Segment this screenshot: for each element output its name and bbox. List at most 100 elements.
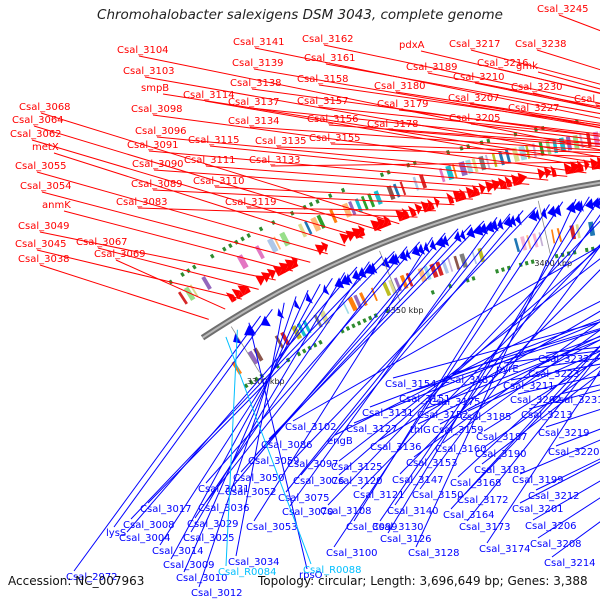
gc-tick bbox=[356, 320, 362, 326]
reverse-leader-line bbox=[285, 213, 511, 493]
forward-gene-arrow bbox=[517, 172, 528, 185]
forward-gene-label: Csal_3067 bbox=[76, 237, 128, 248]
feature-bar bbox=[412, 176, 420, 191]
reverse-gene-label: Csal_3173 bbox=[459, 522, 511, 533]
kbp-tick-line bbox=[537, 200, 551, 254]
forward-gene-arrow bbox=[339, 233, 350, 245]
reverse-gene-label: Csal_3075 bbox=[278, 493, 330, 504]
forward-gene-label: Csal_3230 bbox=[511, 82, 563, 93]
gc-tick bbox=[524, 260, 529, 266]
feature-bar bbox=[388, 279, 397, 294]
forward-gene-label: Csal_3049 bbox=[18, 221, 70, 232]
reverse-gene-arrow bbox=[534, 209, 541, 221]
reverse-gene-arrow bbox=[472, 224, 484, 236]
reverse-leader-line bbox=[240, 228, 459, 473]
feature-bar bbox=[236, 254, 249, 270]
reverse-gene-label: Csal_3076 bbox=[293, 476, 345, 487]
feature-bar bbox=[405, 272, 414, 287]
feature-bar bbox=[435, 261, 444, 276]
forward-gene-label: Csal_3133 bbox=[249, 155, 301, 166]
forward-leader-line bbox=[36, 249, 242, 300]
map-title: Chromohalobacter salexigens DSM 3043, co… bbox=[97, 7, 503, 23]
gc-tick bbox=[430, 289, 435, 295]
genome-backbone-highlight bbox=[201, 181, 600, 339]
forward-gene-label: Csal_3098 bbox=[131, 104, 183, 115]
reverse-gene-arrow bbox=[490, 219, 499, 232]
reverse-leader-line bbox=[369, 319, 600, 408]
reverse-gene-label: Csal_3213 bbox=[521, 410, 573, 421]
reverse-gene-label: Csal_3214 bbox=[544, 558, 596, 569]
gc-tick bbox=[351, 323, 356, 329]
feature-bar bbox=[347, 296, 358, 312]
forward-leader-line bbox=[33, 125, 382, 232]
forward-gene-arrow bbox=[376, 217, 386, 229]
kbp-tick-line bbox=[230, 326, 260, 373]
reverse-leader-line bbox=[392, 321, 600, 379]
reverse-gene-arrow bbox=[515, 213, 522, 226]
reverse-gene-label: Csal_3086 bbox=[261, 440, 313, 451]
reverse-leader-line bbox=[334, 300, 600, 436]
feature-bar bbox=[447, 258, 454, 272]
forward-gene-label: Csal_3178 bbox=[367, 119, 419, 130]
reverse-gene-label: Csal_3128 bbox=[408, 548, 460, 559]
reverse-leader-line bbox=[483, 357, 600, 432]
reverse-gene-label: Csal_3121 bbox=[353, 490, 405, 501]
gc-tick bbox=[192, 264, 197, 270]
feature-bar bbox=[189, 284, 199, 298]
forward-gene-label: Csal_3227 bbox=[508, 103, 560, 114]
forward-leader-line bbox=[97, 247, 259, 290]
gc-tick bbox=[495, 268, 500, 274]
forward-gene-arrow bbox=[501, 181, 508, 190]
reverse-leader-line bbox=[399, 269, 600, 475]
reverse-gene-label: Csal_3017 bbox=[140, 504, 192, 515]
reverse-leader-line bbox=[486, 370, 600, 544]
feature-bar bbox=[453, 255, 461, 270]
forward-leader-line bbox=[427, 72, 600, 108]
forward-leader-line bbox=[325, 63, 600, 115]
reverse-gene-arrow bbox=[260, 315, 271, 327]
forward-gene-arrow bbox=[243, 286, 251, 296]
reverse-leader-line bbox=[338, 258, 600, 462]
forward-leader-line bbox=[470, 123, 600, 141]
forward-gene-label: Csal_3114 bbox=[183, 90, 235, 101]
reverse-gene-label: Csal_3147 bbox=[392, 475, 444, 486]
rna-gene-label: Csal_R0088 bbox=[303, 565, 362, 576]
reverse-gene-arrow bbox=[585, 198, 594, 211]
reverse-leader-line bbox=[159, 277, 333, 546]
forward-leader-line bbox=[328, 124, 600, 145]
kbp-label: 3400 kbp bbox=[534, 259, 572, 268]
forward-gene-arrow bbox=[420, 201, 430, 213]
forward-leader-line bbox=[36, 171, 328, 255]
forward-gene-label: Csal_3205 bbox=[449, 113, 501, 124]
reverse-gene-label: Csal_3182 bbox=[443, 375, 495, 386]
reverse-gene-label: Csal_3183 bbox=[474, 465, 526, 476]
forward-gene-arrow bbox=[370, 220, 382, 232]
gc-tick bbox=[301, 348, 307, 354]
feature-bar bbox=[341, 300, 350, 315]
reverse-gene-label: Csal_3008 bbox=[123, 520, 175, 531]
forward-gene-arrow bbox=[231, 288, 241, 300]
reverse-gene-arrow bbox=[435, 236, 446, 248]
reverse-gene-label: Csal_3206 bbox=[525, 521, 577, 532]
reverse-gene-label: Csal_3174 bbox=[479, 544, 531, 555]
reverse-gene-label: Csal_3025 bbox=[183, 533, 235, 544]
reverse-leader-line bbox=[450, 345, 600, 510]
forward-gene-label: Csal_3139 bbox=[232, 58, 284, 69]
gc-tick bbox=[222, 246, 227, 252]
forward-leader-line bbox=[41, 191, 311, 263]
forward-gene-arrow bbox=[254, 275, 267, 286]
forward-leader-line bbox=[39, 231, 276, 281]
reverse-gene-arrow bbox=[466, 226, 476, 239]
forward-leader-line bbox=[115, 259, 226, 310]
feature-bar bbox=[247, 350, 259, 365]
gc-tick bbox=[318, 339, 323, 345]
gc-tick bbox=[312, 342, 318, 348]
reverse-leader-line bbox=[415, 198, 577, 548]
forward-gene-label: Csal_3045 bbox=[15, 239, 67, 250]
forward-gene-label: Csal_3083 bbox=[116, 197, 168, 208]
feature-bar bbox=[526, 235, 532, 250]
forward-gene-arrow bbox=[412, 209, 417, 217]
forward-leader-line bbox=[63, 210, 294, 272]
reverse-gene-label: Csal_3097 bbox=[287, 459, 339, 470]
forward-gene-label: Csal_3135 bbox=[255, 136, 307, 147]
